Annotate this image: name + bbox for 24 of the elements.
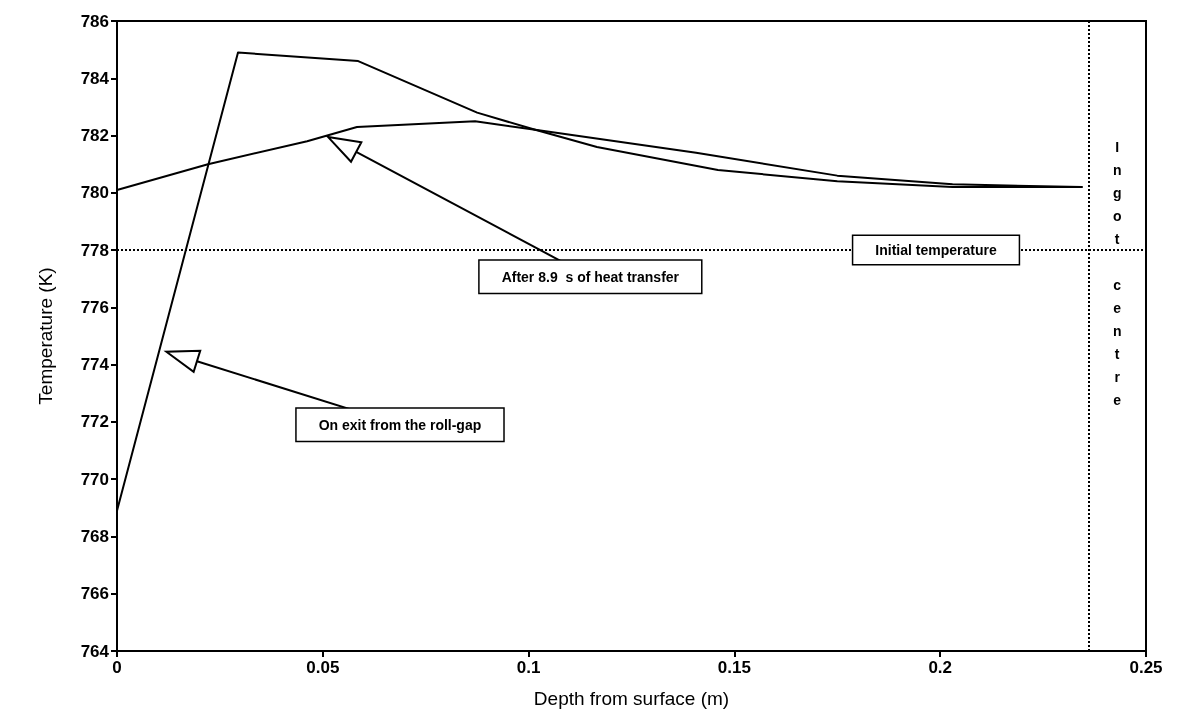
y-tick-label: 766 [80, 584, 109, 604]
y-tick-label: 782 [80, 126, 109, 146]
y-tick-label: 768 [80, 526, 109, 546]
x-tick-label: 0.05 [306, 658, 340, 677]
x-tick-label: 0.1 [516, 658, 541, 677]
y-tick-label: 770 [80, 469, 109, 489]
y-tick-label: 780 [80, 183, 109, 203]
y-tick-label: 786 [80, 11, 109, 31]
y-tick-label: 784 [80, 68, 110, 88]
ref-line-label: Initial temperature [875, 242, 997, 259]
y-tick-label: 772 [80, 412, 109, 432]
y-tick-label: 776 [80, 297, 109, 317]
x-tick-label: 0 [112, 658, 122, 677]
x-tick-label: 0.25 [1129, 658, 1163, 677]
y-tick-label: 764 [80, 641, 110, 661]
y-tick-label: 774 [80, 355, 110, 375]
x-tick-label: 0.2 [928, 658, 953, 677]
y-axis-title: Temperature (K) [35, 267, 56, 405]
y-tick-label: 778 [80, 240, 109, 260]
annotation: On exit from the roll-gap [318, 416, 482, 433]
annotation: After 8.9 s of heat transfer [501, 268, 680, 285]
x-axis-title: Depth from surface (m) [533, 688, 730, 709]
x-tick-label: 0.15 [717, 658, 751, 677]
text: Ingot centre [1112, 138, 1122, 408]
